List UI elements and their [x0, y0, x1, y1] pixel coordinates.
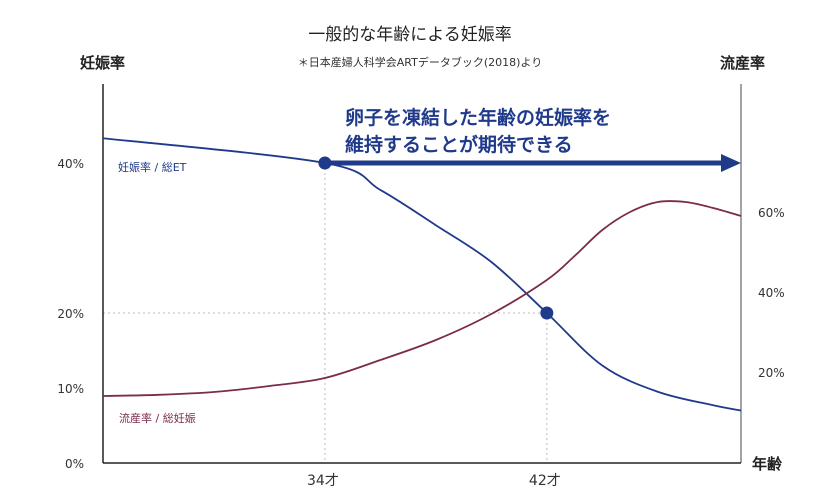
pregnancy-rate-line: [102, 137, 742, 412]
left-tick-label: 20%: [57, 307, 84, 321]
right-axis-label: 流産率: [720, 54, 765, 72]
data-marker-42: [540, 306, 554, 320]
left-tick-label: 10%: [57, 382, 84, 396]
x-tick-label: 34才: [307, 473, 339, 489]
miscarriage-rate-line: [102, 200, 742, 397]
chart-subtitle: ＊日本産婦人科学会ARTデータブック(2018)より: [298, 55, 542, 69]
x-tick-label: 42才: [529, 473, 561, 489]
x-axis-label: 年齢: [752, 455, 783, 473]
left-tick-label: 40%: [57, 157, 84, 171]
right-tick-label: 60%: [758, 206, 785, 220]
annotation-arrow-head: [721, 154, 741, 172]
chart-title: 一般的な年齢による妊娠率: [308, 25, 512, 45]
left-tick-label: 0%: [65, 457, 84, 471]
right-tick-label: 20%: [758, 366, 785, 380]
annotation-line-1: 卵子を凍結した年齢の妊娠率を: [345, 106, 611, 129]
right-tick-label: 40%: [758, 286, 785, 300]
legend-pregnancy: 妊娠率 / 総ET: [118, 160, 187, 174]
left-axis-label: 妊娠率: [80, 54, 125, 72]
annotation-line-2: 維持することが期待できる: [345, 133, 573, 156]
legend-miscarriage: 流産率 / 総妊娠: [119, 411, 196, 425]
